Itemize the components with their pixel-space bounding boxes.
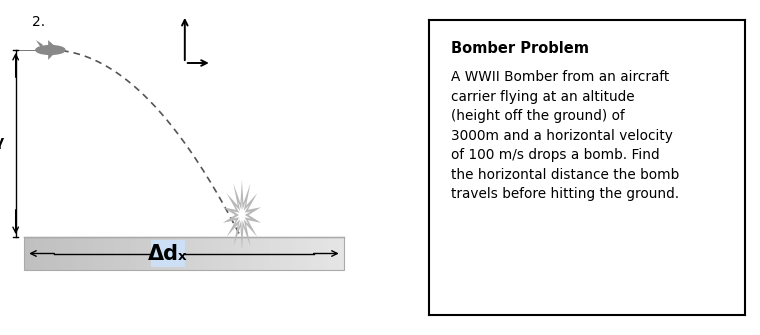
Bar [200, 237, 205, 270]
Bar [66, 237, 71, 270]
Bar [136, 237, 141, 270]
Polygon shape [233, 199, 251, 231]
Bar [98, 237, 103, 270]
Bar [163, 237, 168, 270]
Bar [24, 237, 29, 270]
Bar [264, 237, 270, 270]
Bar [115, 237, 120, 270]
Bar [50, 237, 55, 270]
FancyBboxPatch shape [151, 240, 185, 267]
Bar [141, 237, 147, 270]
Bar [334, 237, 339, 270]
Bar [237, 237, 242, 270]
Bar [307, 237, 312, 270]
Bar [24, 237, 344, 270]
Bar [152, 237, 157, 270]
Bar [55, 237, 61, 270]
Bar [312, 237, 318, 270]
Bar [109, 237, 115, 270]
Polygon shape [48, 40, 56, 60]
Bar [87, 237, 93, 270]
Text: Δdₓ: Δdₓ [148, 244, 188, 264]
Text: 2.: 2. [33, 15, 46, 29]
Ellipse shape [36, 46, 65, 54]
Bar [125, 237, 131, 270]
Bar [275, 237, 280, 270]
Bar [339, 237, 344, 270]
Polygon shape [223, 180, 261, 250]
Bar [34, 237, 40, 270]
Text: Bomber Problem: Bomber Problem [451, 41, 590, 56]
Bar [29, 237, 34, 270]
Bar [242, 237, 248, 270]
Bar [221, 237, 226, 270]
Bar [248, 237, 254, 270]
Bar [147, 237, 152, 270]
Bar [226, 237, 232, 270]
Bar [328, 237, 334, 270]
Bar [280, 237, 286, 270]
Bar [93, 237, 98, 270]
Bar [184, 237, 189, 270]
Bar [323, 237, 328, 270]
Bar [82, 237, 87, 270]
Bar [259, 237, 264, 270]
Bar [232, 237, 237, 270]
Text: A WWII Bomber from an aircraft
carrier flying at an altitude
(height off the gro: A WWII Bomber from an aircraft carrier f… [451, 70, 679, 201]
Bar [71, 237, 77, 270]
Bar [120, 237, 125, 270]
Bar [189, 237, 195, 270]
Text: Δdᵧ: Δdᵧ [0, 127, 5, 150]
Bar [211, 237, 216, 270]
Bar [179, 237, 184, 270]
Bar [45, 237, 50, 270]
Bar [157, 237, 163, 270]
Bar [296, 237, 302, 270]
Bar [195, 237, 200, 270]
Bar [286, 237, 291, 270]
Bar [103, 237, 109, 270]
Polygon shape [36, 40, 43, 50]
Bar [318, 237, 323, 270]
Bar [61, 237, 66, 270]
Bar [216, 237, 221, 270]
Bar [173, 237, 179, 270]
Bar [131, 237, 136, 270]
Bar [77, 237, 82, 270]
Bar [291, 237, 296, 270]
Bar [205, 237, 211, 270]
Bar [270, 237, 275, 270]
Bar [254, 237, 259, 270]
Bar [168, 237, 173, 270]
Bar [302, 237, 307, 270]
Bar [40, 237, 45, 270]
